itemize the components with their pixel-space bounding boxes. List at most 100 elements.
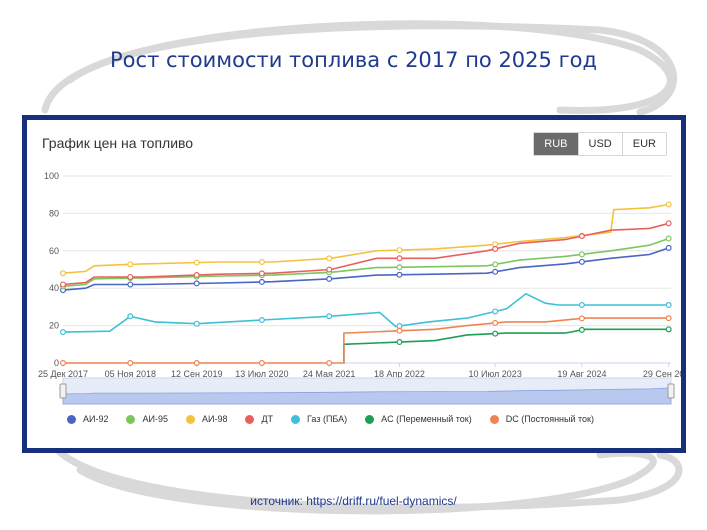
legend-item[interactable]: DC (Постоянный ток) xyxy=(489,414,594,424)
x-tick-label: 12 Сен 2019 xyxy=(171,369,223,379)
series-point xyxy=(396,339,403,346)
series-point xyxy=(193,280,200,287)
series-point xyxy=(396,323,403,330)
legend-item[interactable]: AC (Переменный ток) xyxy=(365,414,472,424)
navigator-handle-left[interactable] xyxy=(59,383,67,399)
series-point xyxy=(326,313,333,320)
y-tick-label: 0 xyxy=(54,358,59,368)
series-point xyxy=(492,308,499,315)
series-line-4 xyxy=(62,222,672,286)
series-point xyxy=(127,281,134,288)
page-headline: Рост стоимости топлива с 2017 по 2025 го… xyxy=(110,48,597,72)
series-point xyxy=(578,258,585,265)
series-line-5 xyxy=(62,292,671,333)
series-point xyxy=(127,273,134,280)
y-tick-label: 100 xyxy=(44,171,59,181)
navigator-series-area xyxy=(62,387,672,405)
series-point xyxy=(258,278,265,285)
navigator-handle-right[interactable] xyxy=(667,383,675,399)
legend-item[interactable]: АИ-95 xyxy=(126,414,168,424)
y-tick-label: 20 xyxy=(49,321,59,331)
series-point xyxy=(396,264,403,271)
legend-dot xyxy=(291,414,301,424)
series-line-7 xyxy=(63,317,671,364)
series-point xyxy=(326,266,333,273)
series-point xyxy=(193,360,200,367)
series-point xyxy=(59,270,66,277)
series-point xyxy=(396,247,403,254)
series-point xyxy=(258,360,265,367)
series-point xyxy=(396,271,403,278)
series-point xyxy=(665,315,672,322)
series-point xyxy=(578,233,585,240)
series-point xyxy=(665,220,672,227)
series-point xyxy=(59,360,66,367)
y-tick-label: 80 xyxy=(49,208,59,218)
series-point xyxy=(326,255,333,262)
legend-label: AC (Переменный ток) xyxy=(381,414,472,424)
series-point xyxy=(127,360,134,367)
chart-frame: График цен на топливо RUB USD EUR 0 20 40 6… xyxy=(22,115,686,453)
x-tick-label: 05 Ноя 2018 xyxy=(105,369,156,379)
legend-label: АИ-98 xyxy=(201,414,228,424)
series-point xyxy=(193,320,200,327)
chart-legend: АИ-92 АИ-95 АИ-98 ДТ Газ (ПБА) AC (Переменный… xyxy=(67,414,612,424)
series-point xyxy=(578,302,585,309)
series-point xyxy=(578,251,585,258)
series-point xyxy=(578,315,585,322)
series-point xyxy=(492,330,499,337)
series-point xyxy=(258,259,265,266)
legend-label: DC (Постоянный ток) xyxy=(505,414,594,424)
series-point xyxy=(665,302,672,309)
series-line-2 xyxy=(62,236,672,288)
fuel-price-chart: 0 20 40 60 80 100 25 Дек 2017 05 Ноя 2018 12 Се… xyxy=(38,171,681,405)
series-point xyxy=(578,326,585,333)
y-tick-label: 60 xyxy=(49,246,59,256)
series-point xyxy=(492,245,499,252)
series-point xyxy=(127,261,134,268)
series-point xyxy=(193,259,200,266)
currency-usd-button[interactable]: USD xyxy=(577,133,622,155)
legend-label: Газ (ПБА) xyxy=(307,414,348,424)
chart-panel-title: График цен на топливо xyxy=(42,135,194,151)
series-point xyxy=(396,255,403,262)
series-point xyxy=(665,244,672,251)
series-point xyxy=(492,319,499,326)
x-tick-label: 10 Июл 2023 xyxy=(469,369,522,379)
series-line-6 xyxy=(343,328,671,363)
series-point xyxy=(59,329,66,336)
series-point xyxy=(326,275,333,282)
legend-dot xyxy=(185,414,195,424)
legend-label: АИ-95 xyxy=(142,414,168,424)
currency-rub-button[interactable]: RUB xyxy=(534,133,578,155)
legend-item[interactable]: АИ-92 xyxy=(67,414,108,424)
legend-dot xyxy=(245,414,255,424)
series-point xyxy=(59,281,66,288)
series-point xyxy=(396,327,403,334)
x-tick-label: 19 Авг 2024 xyxy=(557,369,606,379)
legend-dot xyxy=(489,414,499,424)
series-point xyxy=(665,235,672,242)
legend-item[interactable]: ДТ xyxy=(245,414,273,424)
series-point xyxy=(326,360,333,367)
legend-item[interactable]: Газ (ПБА) xyxy=(291,414,347,424)
currency-switcher: RUB USD EUR xyxy=(533,132,667,156)
legend-dot xyxy=(365,414,375,424)
series-point xyxy=(127,313,134,320)
series-point xyxy=(258,270,265,277)
series-point xyxy=(193,272,200,279)
x-tick-label: 13 Июл 2020 xyxy=(235,369,288,379)
legend-label: ДТ xyxy=(261,414,274,424)
legend-dot xyxy=(126,414,136,424)
x-tick-label: 29 Сен 2025 xyxy=(643,369,681,379)
legend-label: АИ-92 xyxy=(83,414,109,424)
x-tick-label: 25 Дек 2017 xyxy=(38,369,88,379)
series-point xyxy=(258,316,265,323)
currency-eur-button[interactable]: EUR xyxy=(621,133,666,155)
series-line-1 xyxy=(62,246,672,291)
x-tick-label: 24 Мая 2021 xyxy=(303,369,356,379)
legend-item[interactable]: АИ-98 xyxy=(185,414,228,424)
legend-dot xyxy=(67,414,76,424)
y-tick-label: 40 xyxy=(49,283,59,293)
